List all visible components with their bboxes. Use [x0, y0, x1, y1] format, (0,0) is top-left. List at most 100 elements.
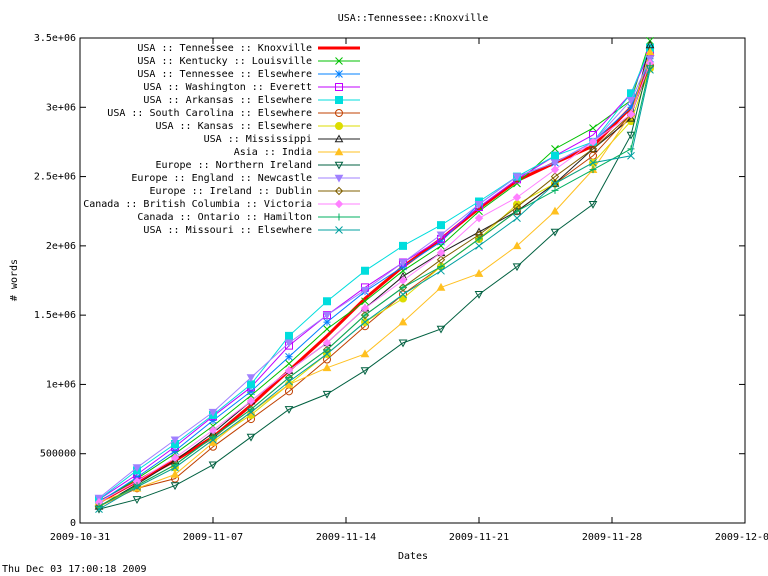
series-line [98, 65, 652, 504]
y-tick-label: 3e+06 [46, 102, 76, 113]
data-point [284, 406, 294, 414]
data-point [171, 463, 179, 472]
data-point [474, 291, 484, 299]
data-point [512, 173, 522, 182]
data-point [513, 214, 521, 222]
data-point [399, 290, 407, 299]
legend-marker [335, 96, 343, 104]
legend-label: USA :: Tennessee :: Knoxville [137, 43, 312, 54]
data-point [475, 235, 483, 243]
legend-label: USA :: Missouri :: Elsewhere [143, 225, 312, 236]
legend-label: Europe :: Ireland :: Dublin [149, 186, 312, 197]
data-point [246, 374, 256, 383]
legend-marker [335, 213, 343, 221]
data-point [512, 263, 522, 272]
data-point [285, 352, 293, 361]
data-point [512, 241, 522, 250]
data-point [475, 242, 483, 250]
series-line [98, 62, 651, 503]
data-point [247, 380, 255, 389]
data-point [646, 62, 654, 70]
data-point [626, 113, 636, 122]
legend-marker [334, 122, 344, 130]
data-point [247, 387, 255, 396]
data-point [398, 259, 408, 268]
data-point [626, 131, 636, 140]
data-point [323, 311, 331, 320]
data-point [323, 318, 331, 326]
x-tick-label: 2009-10-31 [50, 532, 110, 543]
data-point [436, 248, 446, 257]
data-point [589, 158, 597, 167]
data-point [550, 178, 560, 187]
data-point [95, 505, 103, 513]
legend-label: Europe :: Northern Ireland [155, 160, 312, 171]
y-tick-label: 500000 [40, 449, 76, 460]
data-point [323, 346, 331, 354]
data-point [284, 387, 294, 396]
data-point [627, 103, 635, 112]
chart-title: USA::Tennessee::Knoxville [338, 13, 489, 24]
data-point [551, 186, 559, 194]
data-point [209, 416, 217, 425]
legend-label: Asia :: India [234, 147, 312, 158]
data-point [247, 408, 255, 416]
data-point [550, 172, 560, 181]
data-point [399, 241, 407, 250]
plot-border [79, 37, 746, 524]
y-axis-label: # words [9, 259, 20, 301]
series-line [98, 47, 651, 500]
data-point [322, 390, 332, 399]
data-point [588, 151, 598, 160]
y-tick-label: 3.5e+06 [34, 33, 76, 44]
x-tick-label: 2009-11-21 [449, 532, 509, 543]
data-point [208, 408, 218, 417]
data-point [170, 482, 180, 491]
legend-marker [335, 226, 343, 234]
data-point [361, 297, 369, 306]
legend-label: Canada :: British Columbia :: Victoria [83, 199, 312, 210]
data-point [589, 166, 597, 174]
data-point [398, 317, 408, 326]
data-point [360, 349, 370, 358]
data-point [436, 325, 446, 334]
legend-label: USA :: Washington :: Everett [143, 82, 312, 93]
data-point [588, 144, 598, 154]
data-point [133, 483, 141, 491]
data-point [589, 124, 597, 132]
legend-marker [334, 109, 344, 117]
data-point [132, 496, 142, 504]
data-point [513, 207, 521, 215]
data-point [436, 231, 446, 240]
x-tick-label: 2009-12-05 [715, 532, 768, 543]
legend-marker [334, 161, 344, 170]
legend-label: Europe :: England :: Newcastle [131, 173, 312, 184]
data-point [208, 461, 218, 470]
data-point [588, 200, 598, 209]
x-tick-label: 2009-11-14 [316, 532, 376, 543]
data-point [437, 237, 445, 246]
legend-marker [334, 134, 344, 143]
legend-marker [335, 70, 343, 78]
data-point [645, 47, 655, 56]
data-point [627, 151, 635, 160]
data-point [360, 286, 370, 295]
data-point [285, 331, 293, 340]
data-point [361, 283, 369, 292]
data-point [284, 339, 294, 348]
data-point [627, 89, 635, 98]
legend-label: USA :: Mississippi [204, 134, 312, 145]
series-line [98, 58, 651, 510]
y-tick-label: 2e+06 [46, 241, 76, 252]
y-tick-label: 1e+06 [46, 379, 76, 390]
x-axis-label: Dates [398, 551, 428, 562]
data-point [323, 297, 331, 306]
legend-label: USA :: Kentucky :: Louisville [137, 56, 312, 67]
data-point [551, 145, 559, 153]
data-point [436, 282, 446, 291]
data-point [246, 396, 256, 406]
data-point [551, 151, 559, 160]
data-point [550, 165, 560, 174]
